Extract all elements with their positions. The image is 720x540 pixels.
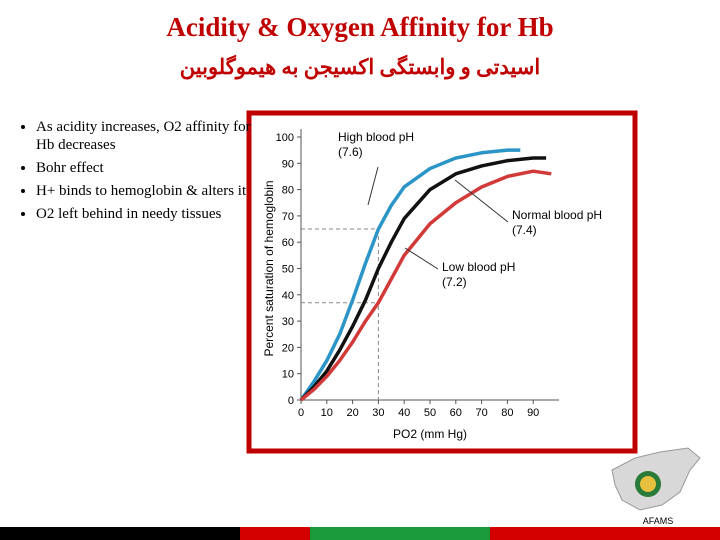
bullet-list: As acidity increases, O2 affinity for Hb… <box>14 118 258 228</box>
x-tick-label: 90 <box>527 407 539 419</box>
bullet: Bohr effect <box>36 159 258 177</box>
y-axis-label: Percent saturation of hemoglobin <box>262 180 276 356</box>
y-tick-label: 70 <box>282 211 294 223</box>
y-tick-label: 40 <box>282 290 294 302</box>
stripe <box>490 527 720 540</box>
y-tick-label: 80 <box>282 185 294 197</box>
x-tick-label: 40 <box>398 407 410 419</box>
x-tick-label: 10 <box>321 407 333 419</box>
annotation-pointer <box>367 166 379 206</box>
stripe <box>240 527 310 540</box>
y-tick-label: 30 <box>282 316 294 328</box>
bullet: O2 left behind in needy tissues <box>36 205 258 223</box>
x-tick-label: 60 <box>450 407 462 419</box>
logo-emblem-center <box>640 476 656 492</box>
x-tick-label: 80 <box>501 407 513 419</box>
annotation-pointer <box>454 179 509 223</box>
chart: 0 10 20 30 40 50 60 70 80 90 100 0 10 20 30 40 50 60 70 80 9… <box>262 129 602 441</box>
annotation-pointer <box>404 247 439 270</box>
x-axis-label: PO2 (mm Hg) <box>393 427 467 441</box>
x-tick-label: 30 <box>372 407 384 419</box>
bullet: As acidity increases, O2 affinity for Hb… <box>36 118 258 154</box>
series-label: Normal blood pH (7.4) <box>512 208 602 237</box>
series-label: High blood pH (7.6) <box>338 130 414 159</box>
y-tick-label: 0 <box>288 395 294 407</box>
chart-frame <box>246 110 638 454</box>
x-tick-label: 0 <box>298 407 304 419</box>
series-line <box>299 156 547 402</box>
y-tick-label: 90 <box>282 158 294 170</box>
title: Acidity & Oxygen Affinity for Hb <box>166 12 553 42</box>
series-label: Low blood pH (7.2) <box>442 260 515 289</box>
y-tick-label: 20 <box>282 342 294 354</box>
x-tick-label: 70 <box>475 407 487 419</box>
series-line <box>299 169 552 402</box>
y-tick-label: 100 <box>276 132 294 144</box>
subtitle: اسیدتی و وابستگی اکسیجن به هیموگلوبین <box>180 54 540 80</box>
series-line <box>299 148 521 402</box>
y-tick-label: 50 <box>282 264 294 276</box>
footer-text: AFAMS <box>643 516 674 526</box>
stripe <box>310 527 490 540</box>
logo <box>611 447 701 511</box>
y-tick-label: 10 <box>282 369 294 381</box>
y-tick-label: 60 <box>282 237 294 249</box>
bullet: H+ binds to hemoglobin & alters it <box>36 182 258 200</box>
x-tick-label: 50 <box>424 407 436 419</box>
x-tick-label: 20 <box>346 407 358 419</box>
stripe <box>0 527 240 540</box>
